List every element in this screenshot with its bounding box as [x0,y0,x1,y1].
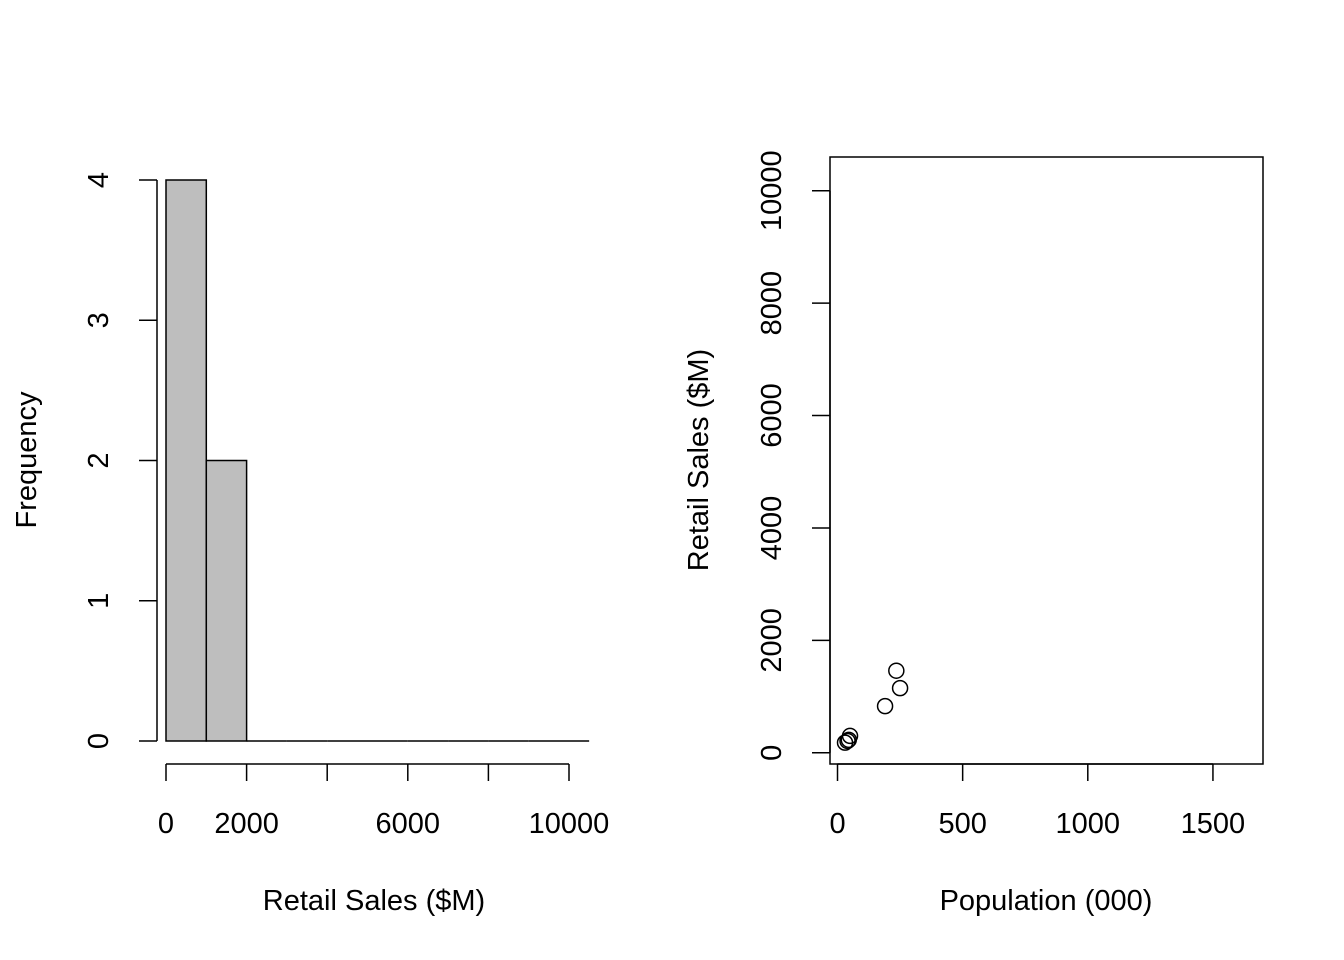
scatter-point [876,697,894,715]
histogram-bars [165,179,590,742]
scatter-y-axis-title: Retail Sales ($M) [683,349,715,571]
scatter-plot-frame [829,156,1264,765]
histogram-panel: 0 2000 6000 10000 0 1 2 3 4 Retail Sales ($M) F… [11,172,609,917]
histogram-y-tick-label: 4 [83,172,115,188]
histogram-bar [165,179,208,742]
histogram-x-tick-label: 0 [158,808,174,840]
scatter-y-tick-label: 2000 [756,608,788,673]
scatter-y-tick-label: 10000 [756,150,788,231]
scatter-point [888,662,905,679]
histogram-x-ticks: 0 2000 6000 10000 [158,764,609,840]
histogram-y-tick-label: 3 [83,312,115,328]
histogram-x-tick-label: 10000 [529,808,610,840]
scatter-y-ticks: 0 2000 4000 6000 8000 10000 [756,150,830,761]
histogram-x-tick-label: 2000 [214,808,279,840]
scatter-y-tick-label: 0 [756,745,788,761]
scatter-x-axis-title: Population (000) [940,885,1153,917]
scatter-point [891,679,909,697]
scatter-y-tick-label: 8000 [756,271,788,336]
histogram-y-ticks: 0 1 2 3 4 [83,172,157,749]
scatter-points [836,662,909,751]
histogram-x-axis-title: Retail Sales ($M) [263,885,485,917]
scatter-x-tick-label: 1500 [1181,808,1246,840]
scatter-x-ticks: 0 500 1000 1500 [829,764,1245,840]
scatter-point [841,727,859,745]
histogram-y-axis-title: Frequency [11,391,43,529]
scatter-x-tick-label: 1000 [1056,808,1121,840]
scatter-y-tick-label: 4000 [756,496,788,561]
histogram-y-tick-label: 0 [83,733,115,749]
histogram-bar [205,459,248,742]
scatter-x-tick-label: 500 [938,808,986,840]
scatter-x-tick-label: 0 [829,808,845,840]
scatter-panel: 0 500 1000 1500 0 2000 4000 6000 8000 10000 Popu… [683,150,1264,917]
scatter-y-tick-label: 6000 [756,383,788,448]
histogram-x-tick-label: 6000 [376,808,441,840]
histogram-y-tick-label: 2 [83,452,115,468]
histogram-y-tick-label: 1 [83,593,115,609]
